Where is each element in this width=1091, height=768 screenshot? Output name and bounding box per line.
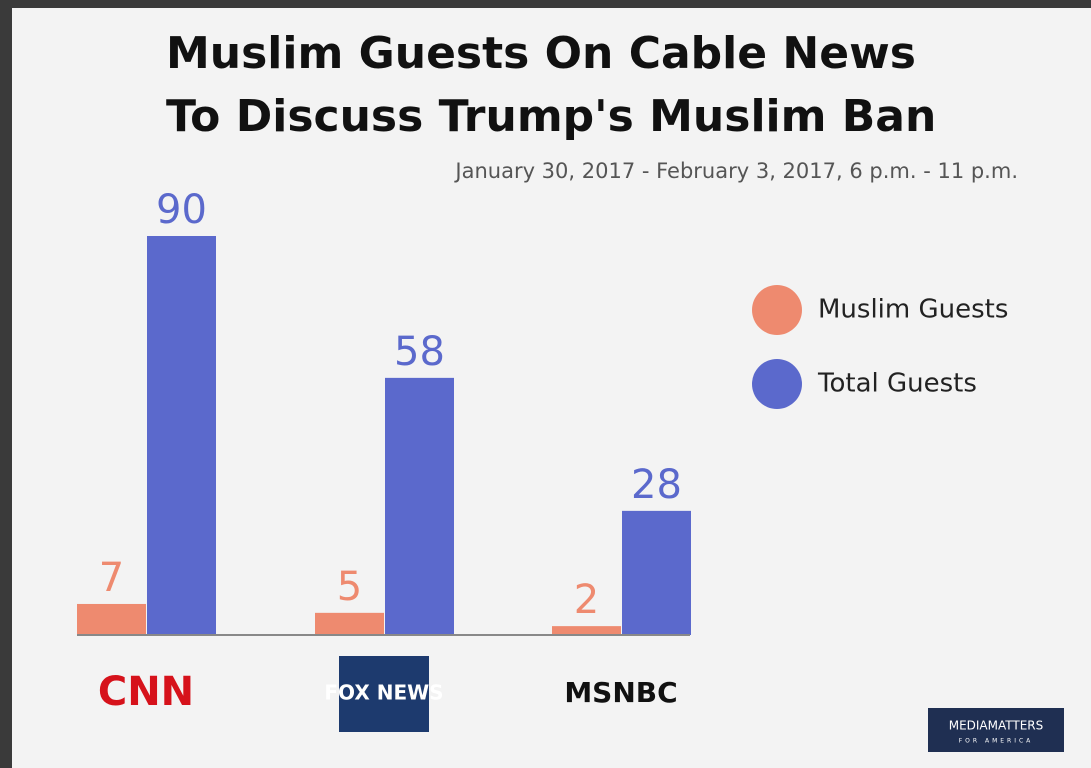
x-tick-label: CNN [98, 669, 194, 715]
legend-swatch [752, 285, 802, 335]
value-label: 5 [337, 564, 362, 610]
bar [385, 377, 454, 635]
value-label: 7 [99, 555, 124, 601]
credit-tagline: FOR AMERICA [959, 738, 1034, 745]
bar [147, 236, 216, 635]
legend-label: Total Guests [817, 369, 977, 399]
value-label: 90 [156, 187, 207, 233]
legend-swatch [752, 359, 802, 409]
bar [622, 510, 691, 635]
credit: MEDIAMATTERS [949, 719, 1044, 733]
value-label: 2 [574, 577, 599, 623]
legend-label: Muslim Guests [818, 295, 1008, 325]
bar [552, 626, 621, 635]
value-label: 58 [394, 329, 445, 375]
value-label: 28 [631, 462, 682, 508]
x-tick-label: MSNBC [564, 676, 677, 709]
chart-title: To Discuss Trump's Muslim Ban [166, 91, 936, 142]
logo-box [339, 656, 429, 732]
chart-title: Muslim Guests On Cable News [166, 28, 916, 79]
x-tick-label: FOX NEWS [324, 681, 443, 705]
credit-logo [928, 708, 1064, 752]
bar [77, 603, 146, 635]
bar [315, 612, 384, 635]
chart-subtitle: January 30, 2017 - February 3, 2017, 6 p… [453, 159, 1018, 183]
